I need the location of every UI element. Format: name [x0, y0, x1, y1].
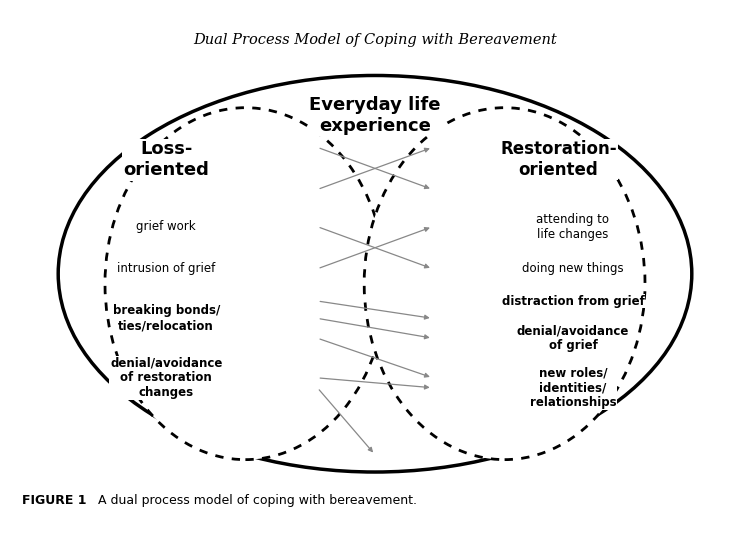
Text: distraction from grief: distraction from grief: [502, 295, 644, 308]
Text: grief work: grief work: [136, 220, 196, 233]
Text: breaking bonds/
ties/relocation: breaking bonds/ ties/relocation: [112, 304, 220, 333]
Text: attending to
life changes: attending to life changes: [536, 213, 610, 241]
Ellipse shape: [364, 108, 645, 459]
Text: doing new things: doing new things: [522, 262, 624, 275]
Text: new roles/
identities/
relationships: new roles/ identities/ relationships: [530, 366, 616, 409]
Text: Dual Process Model of Coping with Bereavement: Dual Process Model of Coping with Bereav…: [194, 34, 556, 47]
Text: denial/avoidance
of grief: denial/avoidance of grief: [517, 324, 629, 352]
Text: Everyday life
experience: Everyday life experience: [309, 96, 441, 134]
Text: intrusion of grief: intrusion of grief: [117, 262, 215, 275]
Text: Restoration-
oriented: Restoration- oriented: [500, 140, 617, 179]
Text: A dual process model of coping with bereavement.: A dual process model of coping with bere…: [98, 494, 417, 507]
Text: FIGURE 1: FIGURE 1: [22, 494, 87, 507]
Ellipse shape: [105, 108, 386, 459]
Text: denial/avoidance
of restoration
changes: denial/avoidance of restoration changes: [110, 357, 223, 399]
Text: Loss-
oriented: Loss- oriented: [123, 140, 209, 179]
